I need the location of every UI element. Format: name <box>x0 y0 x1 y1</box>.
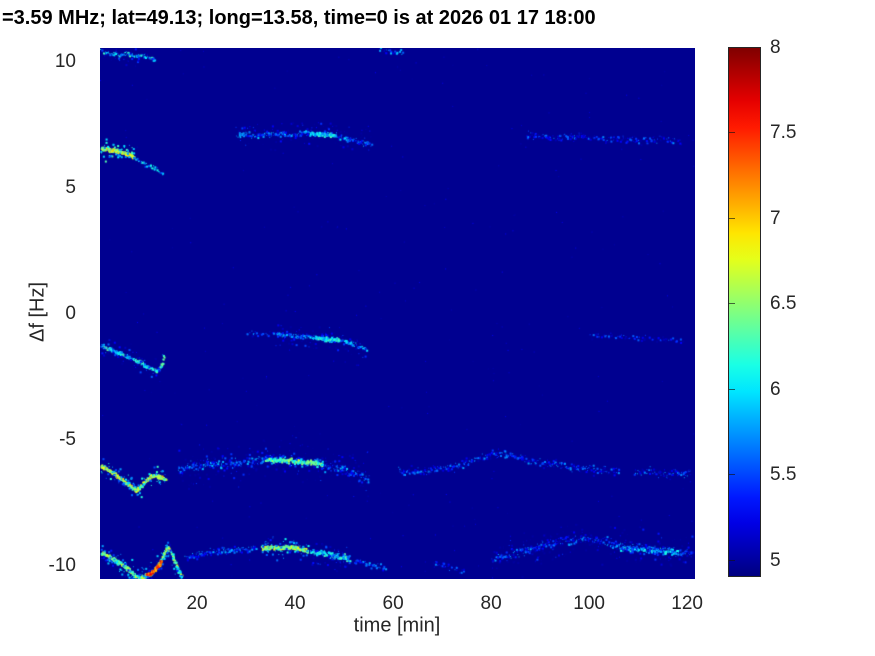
x-axis-label: time [min] <box>353 614 441 637</box>
x-tick-label: 60 <box>382 593 404 614</box>
colorbar-tick-mark <box>729 217 735 219</box>
y-tick-label: -10 <box>48 554 76 576</box>
x-tick-label: 20 <box>186 593 208 614</box>
colorbar-tick-mark <box>729 303 735 305</box>
colorbar-tick-label: 7.5 <box>770 122 797 144</box>
colorbar-tick-mark <box>729 474 735 476</box>
y-tick-label: -5 <box>59 428 76 450</box>
spectrogram-plot <box>100 48 695 579</box>
x-tick-label: 120 <box>671 593 703 614</box>
y-axis-label: Δf [Hz] <box>26 281 49 343</box>
x-tick-label: 40 <box>284 593 306 614</box>
colorbar-tick-label: 7 <box>770 207 781 229</box>
colorbar-tick-label: 8 <box>770 37 781 58</box>
x-tick-label: 100 <box>573 593 605 614</box>
colorbar-tick-label: 5.5 <box>770 464 797 486</box>
y-tick-label: 10 <box>54 51 76 73</box>
colorbar-tick-mark <box>729 132 735 134</box>
colorbar-tick-mark <box>729 388 735 390</box>
colorbar <box>728 47 761 577</box>
colorbar-tick-label: 5 <box>770 549 781 571</box>
colorbar-tick-label: 6.5 <box>770 293 797 315</box>
figure-title: =3.59 MHz; lat=49.13; long=13.58, time=0… <box>2 7 596 29</box>
colorbar-tick-mark <box>729 559 735 561</box>
y-tick-label: 5 <box>65 177 76 199</box>
colorbar-tick-label: 6 <box>770 378 781 400</box>
x-tick-label: 80 <box>480 593 502 614</box>
y-tick-label: 0 <box>65 303 76 324</box>
